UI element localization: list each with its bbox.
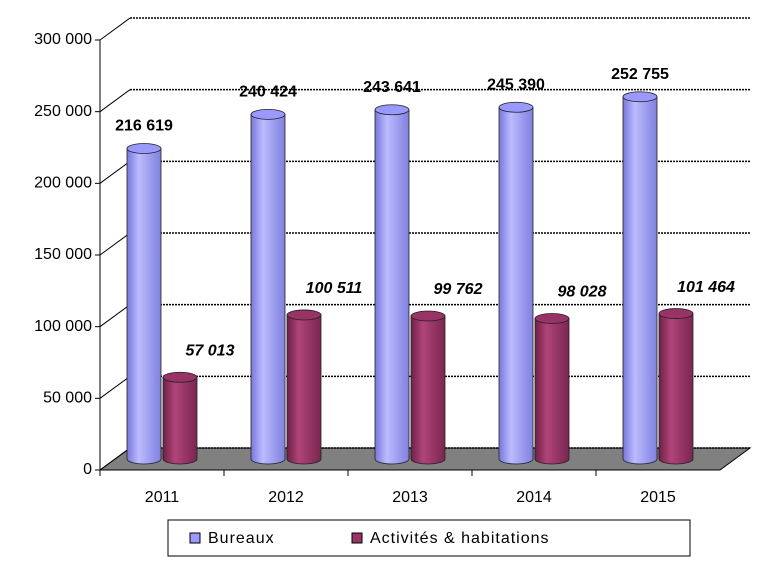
- grid-line: [99, 447, 131, 471]
- bar: [658, 308, 694, 465]
- value-label: 240 424: [239, 84, 297, 101]
- bar: [622, 91, 658, 465]
- y-tick-label: 300 000: [34, 31, 92, 48]
- value-label: 216 619: [115, 118, 173, 135]
- value-label: 243 641: [363, 79, 421, 96]
- legend-swatch: [351, 532, 363, 544]
- bar-part: [286, 314, 322, 465]
- x-tick-label: 2013: [392, 489, 428, 506]
- bar: [534, 313, 570, 465]
- grid-line: [99, 89, 131, 113]
- y-tick-label: 200 000: [34, 175, 92, 192]
- bar-part: [126, 143, 162, 154]
- bar-part: [622, 96, 658, 465]
- bar-part: [498, 101, 534, 113]
- value-label: 100 511: [306, 280, 363, 297]
- value-label: 245 390: [487, 76, 545, 93]
- bar-part: [162, 376, 198, 465]
- bar-part: [374, 104, 410, 116]
- x-tick-label: 2012: [268, 489, 304, 506]
- bar-part: [250, 113, 286, 465]
- bar-part: [534, 313, 570, 324]
- y-tick-label: 150 000: [34, 246, 92, 263]
- grid-line: [99, 375, 131, 399]
- legend-swatch: [189, 532, 201, 544]
- bar-part: [286, 309, 322, 321]
- bar-part: [162, 371, 198, 383]
- bar-part: [410, 315, 446, 465]
- y-tick-label: 0: [83, 461, 92, 478]
- value-label: 57 013: [186, 343, 235, 360]
- bar: [286, 309, 322, 465]
- bar-part: [410, 310, 446, 322]
- bar: [126, 143, 162, 465]
- grid-line: [99, 160, 131, 184]
- value-label: 99 762: [434, 281, 483, 298]
- bar-part: [622, 91, 658, 103]
- legend: [167, 519, 691, 557]
- y-tick-label: 250 000: [34, 103, 92, 120]
- value-label: 101 464: [677, 279, 735, 296]
- bar-part: [498, 106, 534, 465]
- bar-part: [658, 308, 694, 319]
- legend-label: Activités & habitations: [370, 530, 550, 547]
- x-tick-label: 2011: [145, 489, 180, 506]
- x-tick-label: 2015: [640, 489, 676, 506]
- bar-part: [126, 148, 162, 465]
- bar-part: [534, 318, 570, 465]
- bar: [250, 108, 286, 465]
- value-label: 252 755: [611, 66, 669, 83]
- bar: [410, 310, 446, 465]
- grid-line: [99, 232, 131, 256]
- bar: [374, 104, 410, 465]
- value-label: 98 028: [558, 284, 607, 301]
- grid-line: [99, 17, 131, 41]
- y-tick-label: 50 000: [43, 390, 92, 407]
- grid-line: [99, 304, 131, 328]
- y-tick-label: 100 000: [34, 318, 92, 335]
- legend-label: Bureaux: [208, 530, 275, 547]
- x-tick-label: 2014: [516, 489, 552, 506]
- bar-part: [658, 313, 694, 465]
- bar: [498, 101, 534, 465]
- bar: [162, 371, 198, 465]
- bar-part: [374, 109, 410, 465]
- bar-part: [250, 108, 286, 120]
